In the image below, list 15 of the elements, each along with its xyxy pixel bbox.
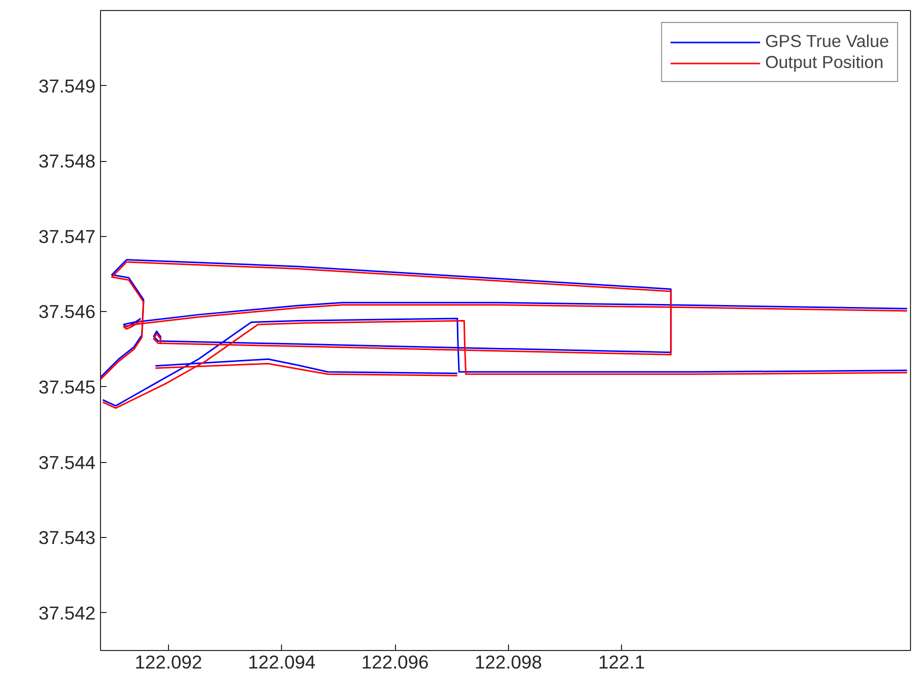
x-tick-label: 122.098 [474,652,542,672]
x-tick-label: 122.1 [598,652,645,672]
y-tick-label: 37.543 [38,527,96,548]
y-tick-label: 37.545 [38,376,96,398]
y-tick-label: 37.546 [38,301,96,322]
y-tick-label: 37.548 [38,150,96,172]
y-tick-label: 37.542 [38,602,96,624]
x-tick-label: 122.092 [134,652,202,672]
text: Output Position [765,52,884,73]
y-tick-label: 37.549 [38,75,96,96]
text: GPS True Value [765,31,889,52]
x-tick-label: 122.094 [248,652,316,672]
y-tick-label: 37.547 [38,226,96,247]
x-tick-label: 122.096 [361,652,429,672]
y-tick-label: 37.544 [38,452,96,473]
